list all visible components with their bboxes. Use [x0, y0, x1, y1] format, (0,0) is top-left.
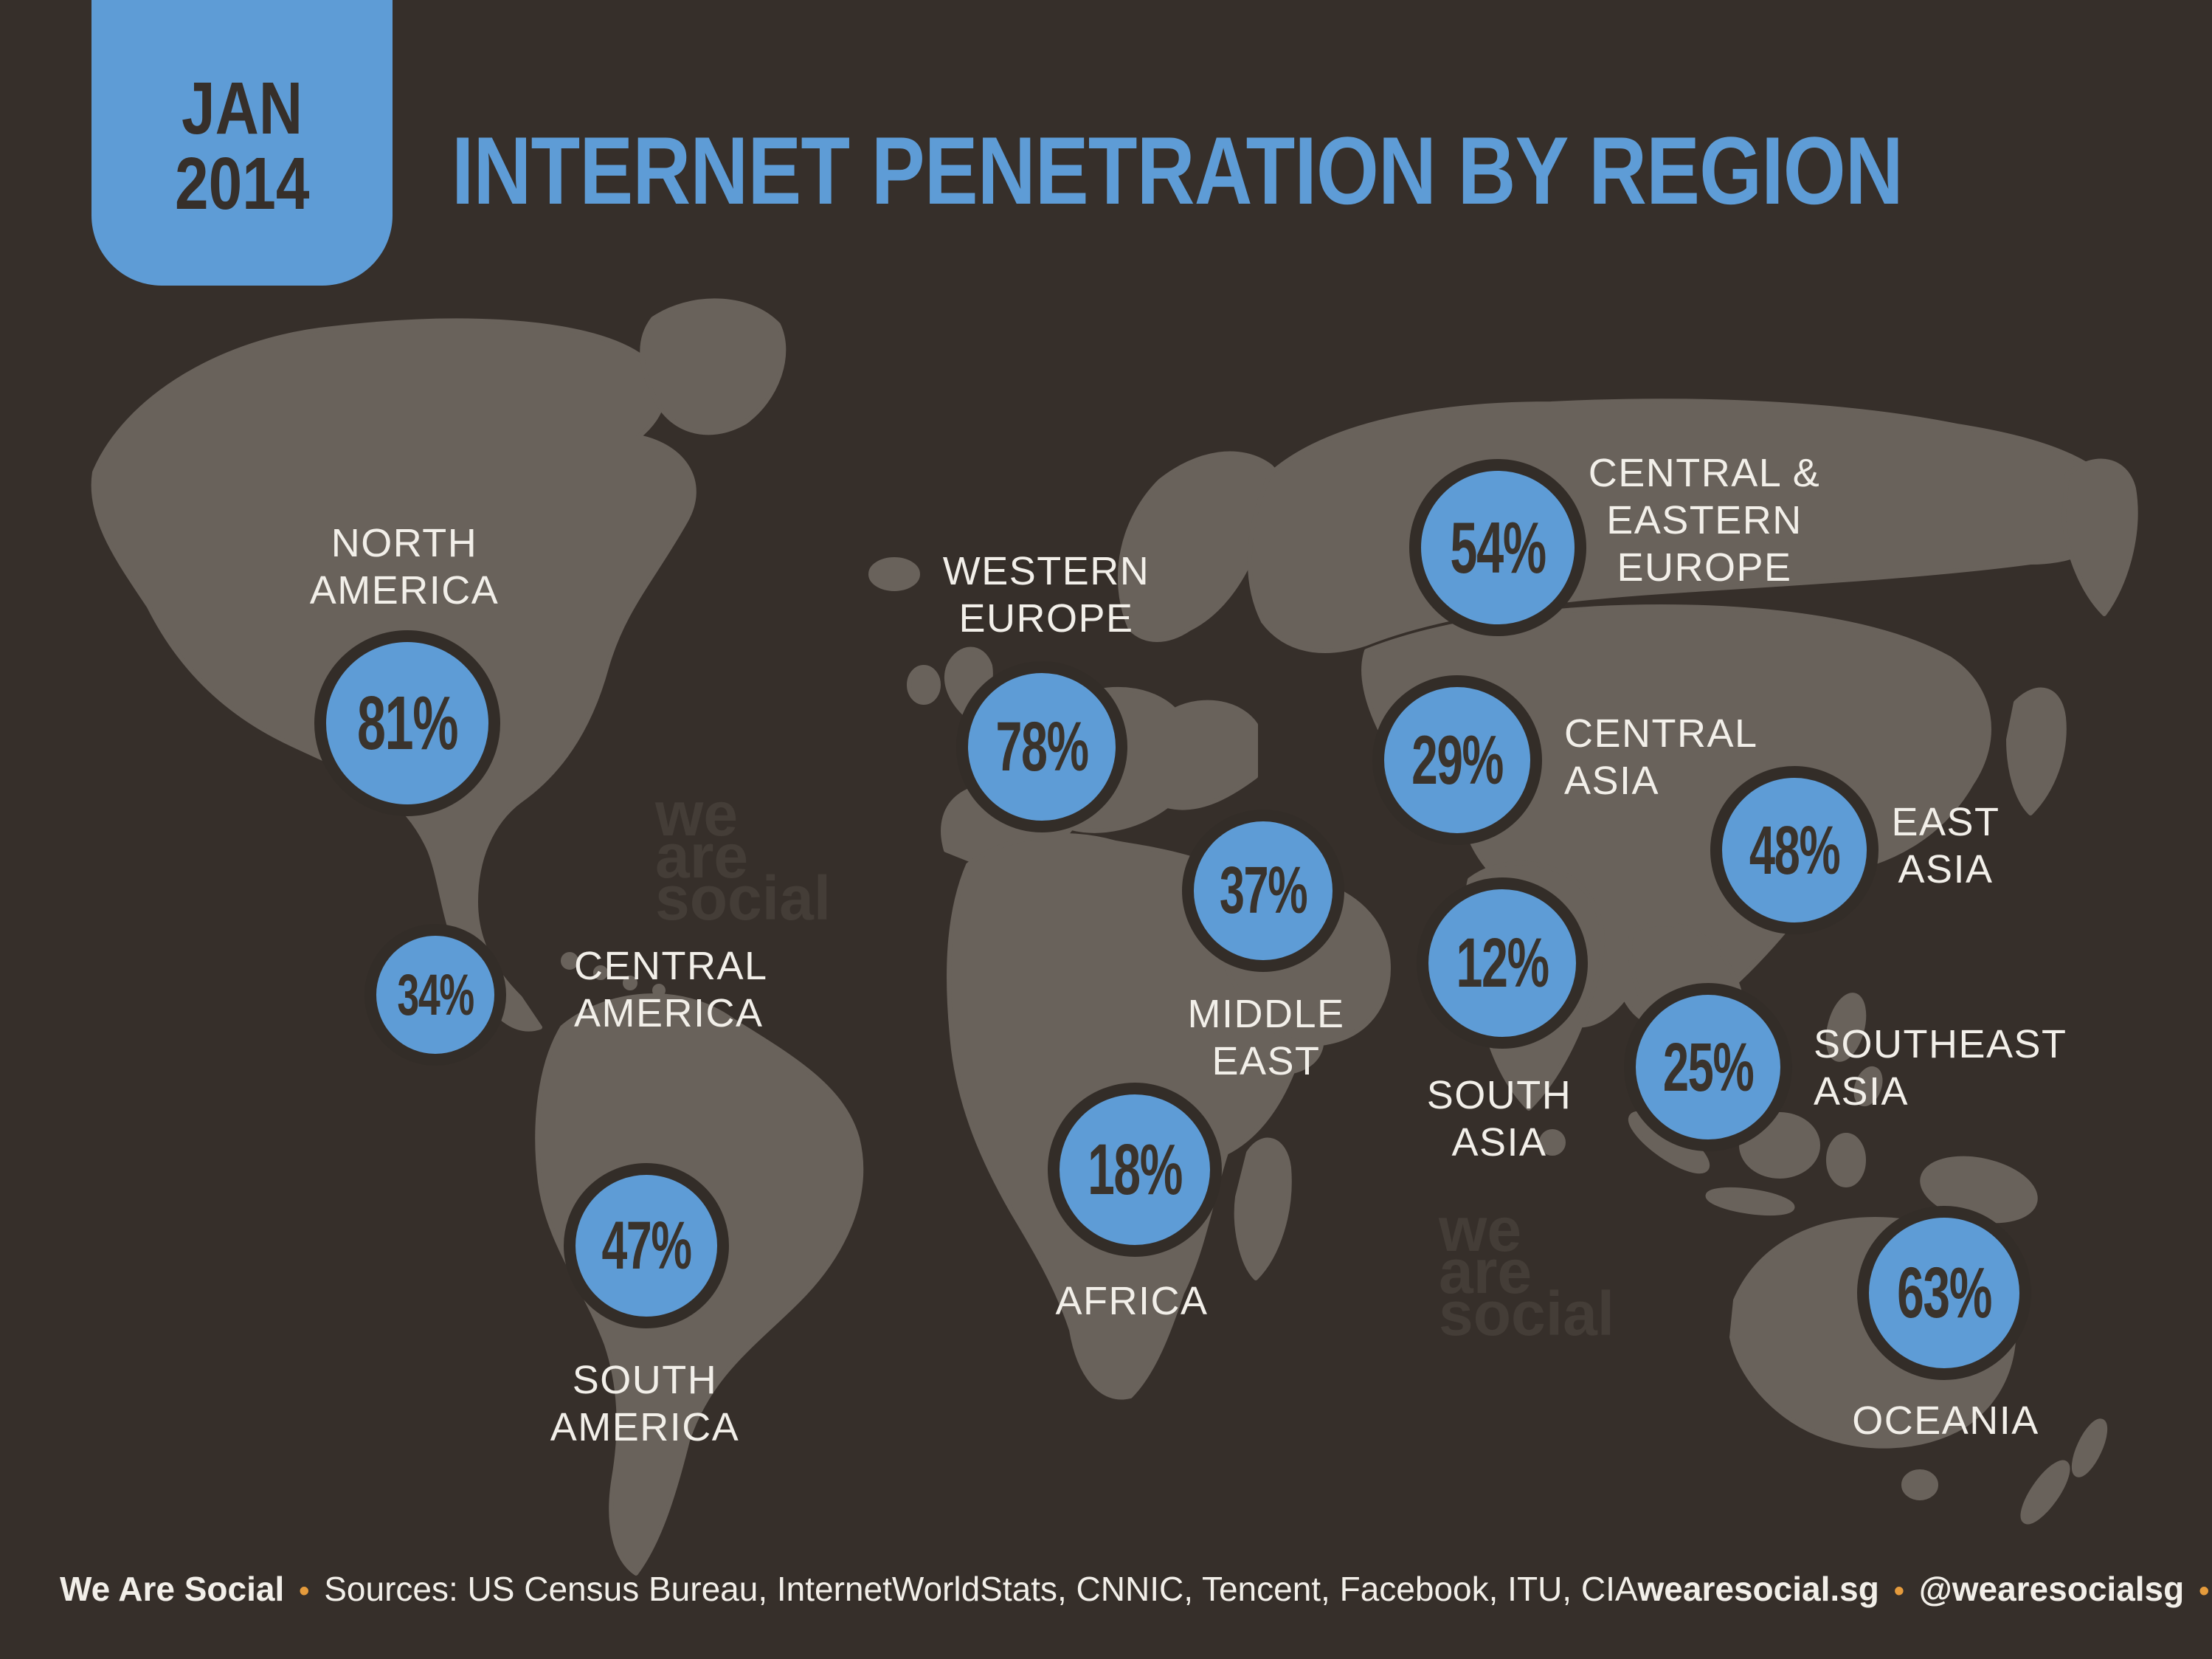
map-madagascar [1234, 1137, 1292, 1280]
region-label-line: AMERICA [550, 1405, 740, 1449]
footer-separator-dot: • [299, 1575, 310, 1607]
region-bubble-oceania: 63% [1857, 1206, 2031, 1380]
watermark-line: we [655, 779, 739, 849]
map-japan [2006, 687, 2067, 815]
map-philippines [1825, 993, 1867, 1062]
region-label-line: EAST [1212, 1039, 1321, 1083]
region-bubble-middle-east: 37% [1182, 810, 1344, 972]
region-label-line: AFRICA [1055, 1279, 1209, 1323]
region-label-line: OCEANIA [1852, 1398, 2039, 1443]
watermark-line: social [655, 863, 832, 933]
map-ireland [907, 665, 941, 705]
region-label-middle-east: MIDDLE EAST [1187, 990, 1344, 1085]
region-label-line: WESTERN [942, 549, 1150, 593]
region-value: 81% [356, 680, 458, 765]
footer-separator-dot: • [2199, 1575, 2210, 1607]
region-bubble-central-eastern-europe: 54% [1409, 459, 1586, 636]
map-tasmania [1901, 1469, 1938, 1500]
region-label-line: CENTRAL & [1588, 451, 1821, 495]
map-greenland [640, 298, 787, 435]
region-value: 12% [1456, 923, 1549, 1002]
region-label-south-america: SOUTH AMERICA [550, 1356, 740, 1451]
region-bubble-southeast-asia: 25% [1624, 983, 1792, 1151]
region-label-line: EUROPE [958, 596, 1134, 641]
footer-right: wearesocial.sg • @wearesocialsg • 7 [1638, 1569, 2212, 1609]
footer: We Are Social • Sources: US Census Burea… [60, 1569, 2209, 1609]
map-kamchatka [2061, 458, 2138, 616]
region-label-central-asia: CENTRAL ASIA [1564, 710, 1758, 804]
region-value: 29% [1411, 721, 1504, 799]
page-title-text: INTERNET PENETRATION BY REGION [452, 117, 1904, 224]
badge-year: 2014 [174, 142, 310, 225]
watermark-line: are [1439, 1237, 1532, 1306]
region-value: 34% [397, 962, 474, 1027]
map-sri-lanka [1539, 1129, 1566, 1156]
region-label-southeast-asia: SOUTHEAST ASIA [1814, 1021, 2067, 1115]
map-java [1705, 1187, 1795, 1216]
region-label-central-eastern-europe: CENTRAL & EASTERN EUROPE [1589, 449, 1821, 591]
watermark-line: social [1439, 1279, 1615, 1348]
region-label-western-europe: WESTERN EUROPE [943, 548, 1150, 642]
region-label-line: AMERICA [309, 568, 500, 613]
region-label-line: ASIA [1564, 759, 1660, 803]
footer-sources: Sources: US Census Bureau, InternetWorld… [324, 1570, 1638, 1608]
region-label-line: ASIA [1814, 1069, 1909, 1114]
region-bubble-east-asia: 48% [1710, 766, 1879, 934]
page-title: INTERNET PENETRATION BY REGION [452, 115, 2179, 226]
badge-month: JAN [181, 67, 303, 150]
region-label-line: MIDDLE [1187, 992, 1345, 1036]
region-value: 54% [1450, 506, 1546, 588]
region-value: 18% [1088, 1129, 1183, 1210]
region-label-line: ASIA [1451, 1120, 1547, 1165]
region-bubble-africa: 18% [1048, 1083, 1222, 1257]
region-bubble-central-asia: 29% [1372, 675, 1542, 845]
map-new-zealand-north [2071, 1418, 2108, 1477]
region-label-line: EUROPE [1617, 545, 1792, 590]
region-label-line: EAST [1891, 800, 2000, 844]
footer-site-link: wearesocial.sg [1637, 1570, 1879, 1608]
footer-twitter-handle: @wearesocialsg [1918, 1570, 2185, 1608]
region-value: 37% [1219, 853, 1308, 928]
region-label-line: NORTH [331, 521, 478, 565]
region-bubble-south-america: 47% [564, 1163, 729, 1328]
map-sulawesi [1826, 1133, 1866, 1187]
map-iceland [868, 557, 920, 591]
region-value: 25% [1662, 1028, 1755, 1106]
region-bubble-western-europe: 78% [956, 661, 1127, 832]
region-label-east-asia: EAST ASIA [1891, 799, 2000, 893]
region-value: 78% [995, 707, 1089, 786]
region-label-line: SOUTHEAST [1814, 1022, 2067, 1066]
region-bubble-central-america: 34% [364, 924, 506, 1066]
we-are-social-watermark-2: we are social [1439, 1195, 1615, 1348]
region-value: 48% [1749, 811, 1841, 889]
footer-left: We Are Social • Sources: US Census Burea… [60, 1569, 1638, 1609]
footer-brand: We Are Social [60, 1570, 285, 1608]
region-value: 63% [1897, 1252, 1992, 1333]
map-new-zealand-south [2020, 1460, 2070, 1525]
region-label-line: SOUTH [572, 1358, 718, 1402]
region-label-line: AMERICA [574, 991, 764, 1035]
region-label-north-america: NORTH AMERICA [310, 520, 500, 614]
region-label-line: CENTRAL [574, 944, 768, 988]
region-label-south-asia: SOUTH ASIA [1427, 1072, 1572, 1166]
we-are-social-watermark-1: we are social [655, 779, 832, 933]
region-label-line: CENTRAL [1564, 711, 1758, 756]
region-bubble-north-america: 81% [314, 630, 500, 816]
watermark-line: we [1439, 1195, 1522, 1264]
watermark-line: are [655, 821, 749, 891]
region-label-line: ASIA [1898, 847, 1994, 891]
date-badge: JAN 2014 [91, 0, 393, 286]
footer-separator-dot: • [1893, 1575, 1904, 1607]
region-label-central-america: CENTRAL AMERICA [574, 942, 768, 1037]
region-label-oceania: OCEANIA [1852, 1397, 2039, 1444]
region-label-africa: AFRICA [1055, 1277, 1208, 1325]
region-value: 47% [601, 1207, 691, 1283]
region-bubble-south-asia: 12% [1417, 877, 1588, 1049]
region-label-line: SOUTH [1426, 1073, 1572, 1117]
region-label-line: EASTERN [1606, 498, 1803, 542]
